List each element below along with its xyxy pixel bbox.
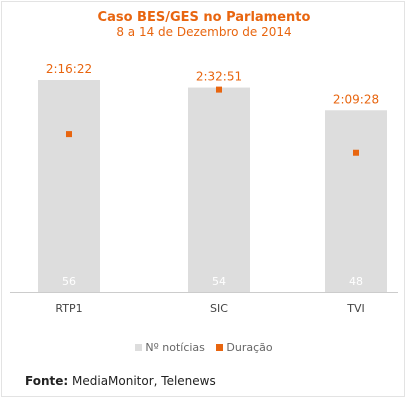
x-tick-label-sic: SIC [210,302,228,315]
chart-legend: Nº notícias Duração [0,341,408,354]
legend-swatch-count [135,344,143,351]
bar-rtp1[interactable] [38,80,100,292]
bar-tvi[interactable] [325,110,387,293]
chart-title: Caso BES/GES no Parlamento [97,10,311,25]
bar-sic[interactable] [188,87,250,292]
bar-value-label-rtp1: 56 [62,275,76,288]
legend-label-count: Nº notícias [145,341,205,354]
bar-value-label-tvi: 48 [349,275,363,288]
legend-swatch-duration [216,344,224,351]
source-text: MediaMonitor, Telenews [72,374,216,388]
duration-label-tvi: 2:09:28 [333,92,379,106]
duration-label-sic: 2:32:51 [196,70,242,84]
bar-value-label-sic: 54 [212,275,226,288]
chart-subtitle: 8 a 14 de Dezembro de 2014 [116,25,292,39]
legend-label-duration: Duração [226,341,273,354]
legend-item-count[interactable]: Nº notícias [135,341,205,354]
duration-label-rtp1: 2:16:22 [46,62,92,76]
source-label: Fonte: [25,374,69,388]
duration-point-tvi[interactable] [353,149,359,156]
source-note: Fonte: MediaMonitor, Telenews [25,374,216,388]
x-tick-label-tvi: TVI [346,302,365,315]
duration-point-sic[interactable] [216,86,222,93]
legend-item-duration[interactable]: Duração [216,341,273,354]
duration-point-rtp1[interactable] [66,131,72,138]
x-tick-label-rtp1: RTP1 [55,302,82,315]
